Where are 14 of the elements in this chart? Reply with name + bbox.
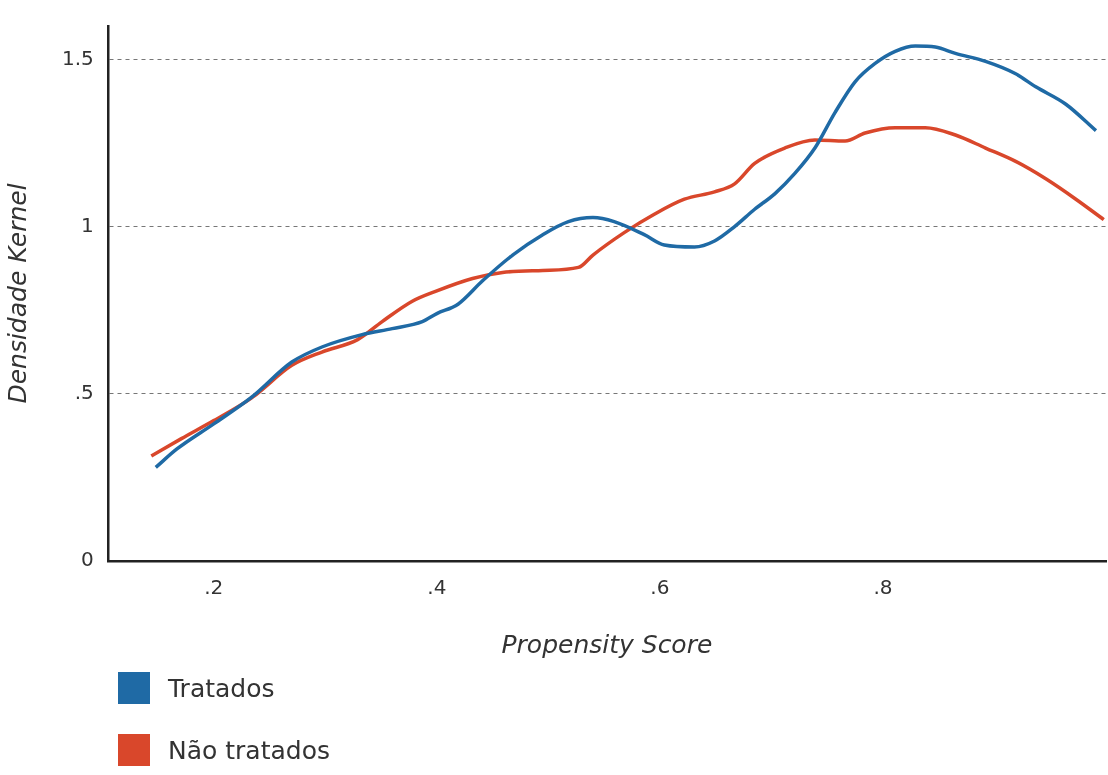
x-tick-label: .2 (204, 575, 224, 600)
line-series (149, 125, 1106, 458)
y-tick-label: 1 (81, 212, 94, 237)
y-tick-label: .5 (74, 380, 94, 405)
line-series (154, 44, 1098, 470)
y-tick-label: 1.5 (61, 45, 94, 70)
y-axis-title: Densidade Kernel (2, 183, 32, 404)
x-tick-label: .6 (650, 575, 670, 600)
legend-label: Tratados (168, 673, 275, 703)
x-tick-label: .4 (427, 575, 447, 600)
x-tick-label: .8 (873, 575, 893, 600)
y-tick-label: 0 (81, 547, 94, 572)
x-axis-title: Propensity Score (501, 629, 713, 659)
legend-label: Não tratados (168, 735, 330, 765)
